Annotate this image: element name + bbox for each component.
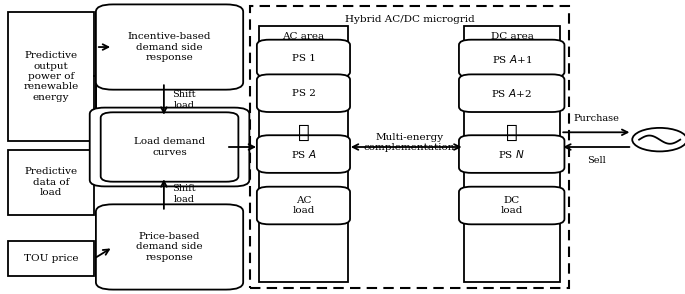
Text: Shift
load: Shift load bbox=[172, 184, 196, 204]
FancyBboxPatch shape bbox=[257, 74, 350, 112]
Text: DC area: DC area bbox=[491, 32, 534, 41]
Text: Load demand
curves: Load demand curves bbox=[134, 137, 205, 157]
Text: Incentive-based
demand side
response: Incentive-based demand side response bbox=[128, 32, 211, 62]
Text: Predictive
data of
load: Predictive data of load bbox=[25, 167, 77, 197]
FancyBboxPatch shape bbox=[257, 187, 350, 224]
Text: PS $N$: PS $N$ bbox=[498, 148, 525, 160]
Bar bbox=[259, 26, 348, 282]
Bar bbox=[8, 12, 94, 141]
FancyBboxPatch shape bbox=[90, 108, 249, 186]
Text: Hybrid AC/DC microgrid: Hybrid AC/DC microgrid bbox=[345, 15, 475, 24]
FancyBboxPatch shape bbox=[96, 4, 243, 90]
FancyBboxPatch shape bbox=[96, 204, 243, 290]
Bar bbox=[8, 150, 94, 215]
Text: DC
load: DC load bbox=[501, 196, 523, 215]
Text: AC
load: AC load bbox=[292, 196, 314, 215]
Text: ⋮: ⋮ bbox=[506, 124, 518, 142]
FancyBboxPatch shape bbox=[459, 40, 564, 77]
Text: AC area: AC area bbox=[282, 32, 325, 41]
Text: PS 2: PS 2 bbox=[292, 89, 315, 98]
Text: Predictive
output
power of
renewable
energy: Predictive output power of renewable ene… bbox=[23, 51, 79, 102]
Text: PS $A$: PS $A$ bbox=[290, 148, 316, 160]
Text: Multi-energy
complementation: Multi-energy complementation bbox=[364, 133, 456, 152]
Text: TOU price: TOU price bbox=[24, 254, 78, 263]
Bar bbox=[250, 6, 569, 288]
Bar bbox=[8, 241, 94, 276]
Text: PS $A$+1: PS $A$+1 bbox=[492, 53, 532, 64]
Text: PS $A$+2: PS $A$+2 bbox=[491, 87, 532, 99]
FancyBboxPatch shape bbox=[257, 40, 350, 77]
Text: Shift
load: Shift load bbox=[172, 90, 196, 110]
FancyBboxPatch shape bbox=[101, 112, 238, 182]
Text: Purchase: Purchase bbox=[573, 114, 619, 123]
FancyBboxPatch shape bbox=[459, 74, 564, 112]
Text: Price-based
demand side
response: Price-based demand side response bbox=[136, 232, 203, 262]
Text: Sell: Sell bbox=[587, 156, 606, 165]
Text: ⋮: ⋮ bbox=[297, 124, 310, 142]
Text: PS 1: PS 1 bbox=[292, 54, 315, 63]
FancyBboxPatch shape bbox=[459, 187, 564, 224]
FancyBboxPatch shape bbox=[459, 135, 564, 173]
FancyBboxPatch shape bbox=[257, 135, 350, 173]
Bar bbox=[464, 26, 560, 282]
